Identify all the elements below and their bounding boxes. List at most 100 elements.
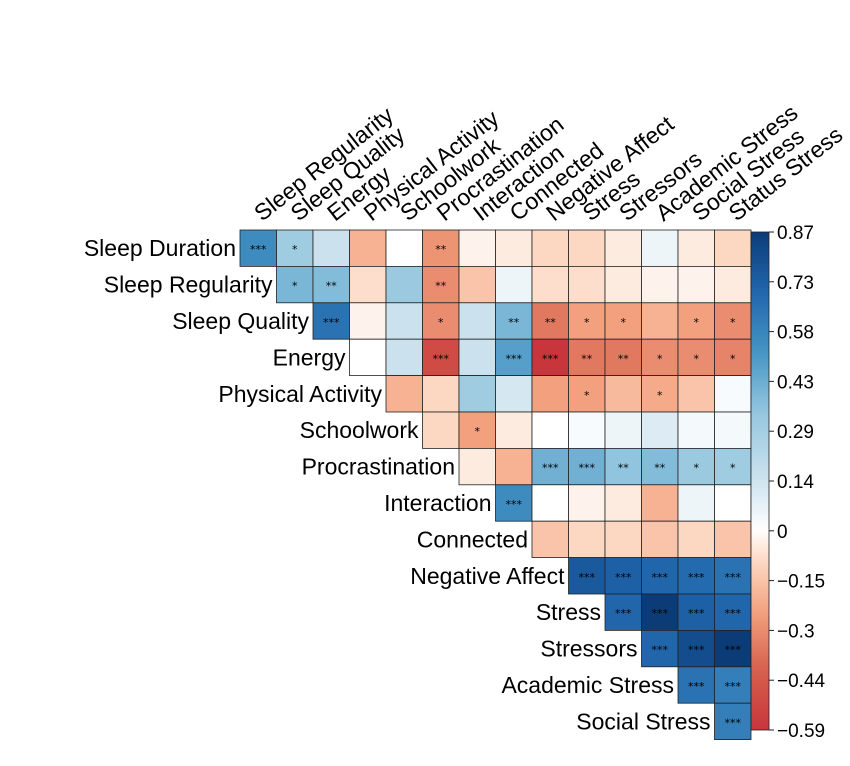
heatmap-cell [714, 375, 752, 413]
significance-label: *** [579, 462, 596, 475]
significance-label: *** [688, 607, 705, 620]
heatmap-cell [422, 375, 460, 413]
heatmap-cell [641, 229, 679, 267]
significance-label: *** [725, 644, 742, 657]
heatmap-cell [568, 447, 606, 486]
colorbar-tick-label: 0.73 [777, 273, 814, 294]
heatmap-cell [568, 265, 606, 304]
heatmap-cell [604, 302, 642, 340]
heatmap-cell [458, 447, 496, 486]
heatmap-cell [604, 229, 642, 267]
heatmap-cell [458, 302, 496, 340]
row-label: Procrastination [302, 454, 455, 480]
heatmap-cell [385, 302, 423, 340]
heatmap-cell [641, 484, 679, 522]
significance-label: *** [542, 352, 559, 365]
heatmap-cell [714, 666, 752, 704]
significance-label: *** [725, 571, 742, 584]
heatmap-cell [495, 411, 533, 449]
heatmap-cell [349, 229, 387, 267]
significance-label: *** [250, 243, 267, 256]
heatmap-cell [531, 411, 569, 449]
heatmap-cell [422, 302, 460, 340]
significance-label: ** [618, 352, 630, 365]
heatmap-cell [714, 702, 752, 741]
row-label: Interaction [384, 490, 491, 516]
heatmap-cell [714, 447, 752, 486]
heatmap-cell [604, 411, 642, 449]
heatmap-cell [495, 265, 533, 304]
heatmap-cell [677, 593, 715, 631]
heatmap-cells: *** * *** ** ***** * ** ** * * * **** *** *** ** ** * * **… [239, 229, 752, 741]
significance-label: ** [508, 316, 520, 329]
significance-label: *** [506, 352, 523, 365]
significance-label: *** [579, 571, 596, 584]
heatmap-cell [568, 484, 606, 522]
heatmap-cell [677, 666, 715, 704]
heatmap-cell [641, 630, 679, 668]
heatmap-cell [531, 520, 569, 559]
heatmap-cell [568, 229, 606, 267]
heatmap-cell [641, 593, 679, 631]
heatmap-cell [641, 265, 679, 304]
heatmap-cell [604, 593, 642, 631]
colorbar-tick-label: 0.87 [777, 223, 814, 244]
colorbar-tick-label: −0.15 [777, 572, 825, 593]
heatmap-cell [531, 302, 569, 340]
colorbar-tick-label: 0.43 [777, 372, 814, 393]
heatmap-cell [604, 338, 642, 377]
significance-label: * [657, 389, 663, 402]
colorbar-tick-label: 0.58 [777, 323, 814, 344]
significance-label: * [730, 352, 736, 365]
heatmap-cell [714, 338, 752, 377]
row-label: Stressors [540, 636, 637, 662]
heatmap-cell [714, 265, 752, 304]
heatmap-cell [276, 229, 314, 267]
row-label: Sleep Duration [84, 235, 236, 261]
significance-label: *** [542, 462, 559, 475]
heatmap-cell [604, 484, 642, 522]
significance-label: *** [615, 607, 632, 620]
heatmap-cell [495, 229, 533, 267]
significance-label: *** [725, 607, 742, 620]
row-label: Social Stress [576, 708, 710, 734]
colorbar: 0.87 0.73 0.58 0.43 0.29 0.14 0 −0.15 −0.3 −0.44 −… [750, 223, 826, 742]
heatmap-cell [641, 338, 679, 377]
heatmap-cell [385, 338, 423, 377]
significance-label: ** [581, 352, 593, 365]
colorbar-gradient [750, 231, 770, 731]
heatmap-cell [312, 229, 350, 267]
significance-label: * [475, 425, 481, 438]
significance-label: * [438, 316, 444, 329]
significance-label: *** [688, 571, 705, 584]
row-label: Energy [273, 344, 346, 370]
heatmap-cell [531, 484, 569, 522]
heatmap-cell [531, 265, 569, 304]
heatmap-cell [531, 375, 569, 413]
significance-label: *** [615, 571, 632, 584]
colorbar-tick-label: −0.59 [777, 721, 825, 742]
significance-label: ** [435, 280, 447, 293]
heatmap-cell [458, 338, 496, 377]
significance-label: * [584, 389, 590, 402]
significance-label: *** [652, 607, 669, 620]
significance-label: * [621, 316, 627, 329]
significance-label: * [694, 352, 700, 365]
heatmap-cell [677, 484, 715, 522]
significance-label: *** [688, 680, 705, 693]
heatmap-cell [604, 375, 642, 413]
heatmap-cell [385, 265, 423, 304]
significance-label: *** [688, 644, 705, 657]
heatmap-cell [458, 265, 496, 304]
heatmap-cell [385, 375, 423, 413]
heatmap-cell [495, 375, 533, 413]
row-label: Physical Activity [218, 381, 382, 407]
significance-label: * [292, 243, 298, 256]
heatmap-cell [714, 411, 752, 449]
significance-label: * [657, 352, 663, 365]
row-label: Sleep Quality [172, 308, 309, 334]
row-labels: Sleep Duration Sleep Regularity Sleep Qual… [84, 235, 711, 734]
row-label: Academic Stress [501, 672, 674, 698]
